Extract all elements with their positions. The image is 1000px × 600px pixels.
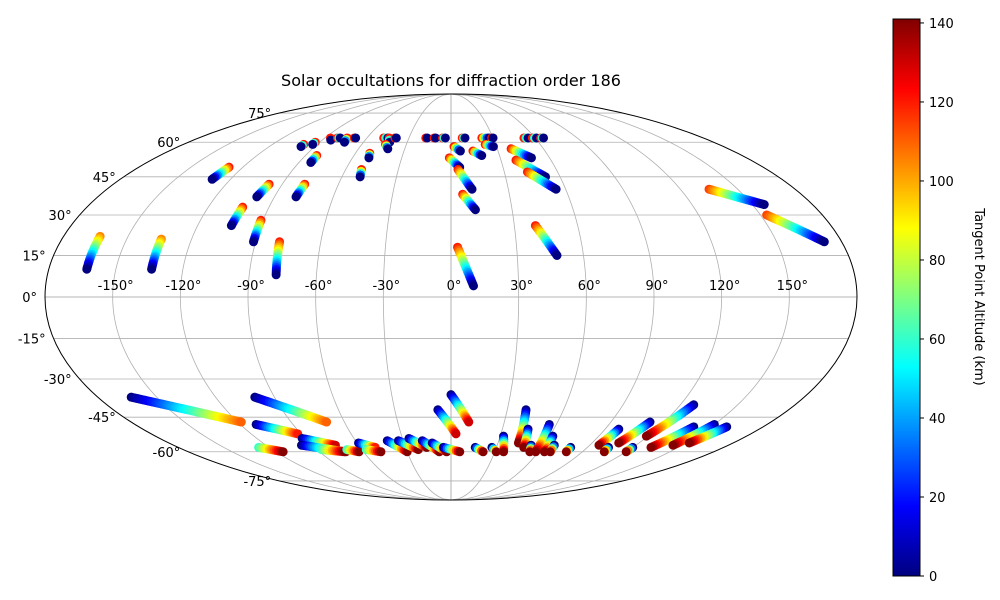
- occultation-point: [526, 153, 536, 163]
- occultation-point: [354, 447, 364, 457]
- colorbar-tick-label: 60: [929, 333, 946, 348]
- latitude-tick-label: -15°: [18, 333, 46, 348]
- occultation-point: [477, 151, 487, 161]
- occultation-point: [819, 237, 829, 247]
- occultation-point: [364, 153, 374, 163]
- occultation-point: [451, 429, 461, 439]
- occultation-point: [291, 192, 301, 202]
- occultation-point: [296, 142, 306, 152]
- occultation-point: [322, 417, 332, 427]
- occultation-point: [488, 133, 498, 143]
- occultation-point: [594, 440, 604, 450]
- occultation-point: [226, 221, 236, 231]
- latitude-tick-label: -75°: [243, 475, 271, 490]
- colorbar-tick-label: 40: [929, 412, 946, 427]
- occultation-point: [499, 447, 509, 457]
- colorbar-tick-label: 100: [929, 175, 954, 190]
- occultation-point: [207, 174, 217, 184]
- occultation-point: [376, 447, 386, 457]
- longitude-tick-label: 90°: [645, 279, 668, 294]
- latitude-tick-labels: -75° -60° -45° -30° -15° 0° 15° 30° 45° 60° 75°: [18, 107, 271, 490]
- occultation-point: [455, 447, 465, 457]
- occultation-point: [306, 157, 316, 167]
- occultation-point: [431, 133, 441, 143]
- occultation-point: [271, 270, 281, 280]
- longitude-tick-label: -60°: [305, 279, 333, 294]
- longitude-tick-label: 0°: [447, 279, 462, 294]
- occultation-point: [455, 146, 465, 156]
- occultation-point: [469, 281, 479, 291]
- occultation-point: [440, 133, 450, 143]
- occultation-point: [248, 237, 258, 247]
- occultation-point: [599, 447, 609, 457]
- longitude-tick-label: -30°: [372, 279, 400, 294]
- colorbar-tick-label: 140: [929, 17, 954, 32]
- latitude-tick-label: -30°: [44, 373, 72, 388]
- longitude-tick-label: 60°: [578, 279, 601, 294]
- occultation-point: [491, 447, 501, 457]
- latitude-tick-label: 60°: [157, 136, 180, 151]
- occultation-point: [422, 133, 432, 143]
- colorbar-tick-label: 20: [929, 491, 946, 506]
- occultation-point: [355, 172, 365, 182]
- occultation-point: [531, 447, 541, 457]
- map-frame: [44, 93, 858, 501]
- occultation-point: [464, 417, 474, 427]
- occultation-point: [383, 144, 393, 154]
- occultation-point: [614, 438, 624, 448]
- latitude-tick-label: 45°: [93, 171, 116, 186]
- latitude-tick-label: 30°: [49, 209, 72, 224]
- latitude-tick-label: 0°: [22, 291, 37, 306]
- occultation-point: [470, 205, 480, 215]
- occultation-point: [545, 447, 555, 457]
- colorbar-ticks: 0 20 40 60 80 100 120 140: [920, 17, 954, 585]
- occultation-point: [646, 442, 656, 452]
- occultation-point: [82, 264, 92, 274]
- longitude-tick-labels: -150° -120° -90° -60° -30° 0° 30° 60° 90° 120° 150…: [98, 279, 808, 294]
- longitude-tick-label: -150°: [98, 279, 134, 294]
- occultation-point: [391, 133, 401, 143]
- data-points: [82, 133, 829, 457]
- occultation-point: [147, 264, 157, 274]
- occultation-point: [308, 139, 318, 149]
- occultation-point: [339, 137, 349, 147]
- occultation-point: [759, 200, 769, 210]
- occultation-point: [641, 431, 651, 441]
- occultation-point: [278, 447, 288, 457]
- occultation-point: [488, 142, 498, 152]
- colorbar-gradient: [892, 18, 921, 577]
- longitude-tick-label: -120°: [165, 279, 201, 294]
- latitude-tick-label: 75°: [248, 107, 271, 122]
- occultation-point: [551, 184, 561, 194]
- occultation-point: [684, 438, 694, 448]
- occultation-point: [351, 133, 361, 143]
- colorbar-tick-label: 120: [929, 96, 954, 111]
- colorbar-label: Tangent Point Altitude (km): [971, 207, 986, 385]
- colorbar: 0 20 40 60 80 100 120 140 Tangent Point Altitud…: [892, 17, 986, 585]
- occultation-point: [621, 447, 631, 457]
- longitude-tick-label: 150°: [777, 279, 808, 294]
- colorbar-tick-label: 80: [929, 254, 946, 269]
- occultation-point: [236, 417, 246, 427]
- occultation-point: [460, 133, 470, 143]
- chart-title: Solar occultations for diffraction order…: [281, 71, 621, 90]
- occultation-point: [478, 447, 488, 457]
- occultation-point: [539, 133, 549, 143]
- occultation-point: [561, 447, 571, 457]
- occultation-point: [552, 250, 562, 260]
- latitude-tick-label: -45°: [88, 411, 116, 426]
- colorbar-tick-label: 0: [929, 570, 937, 585]
- longitude-tick-label: 120°: [709, 279, 740, 294]
- longitude-tick-label: -90°: [237, 279, 265, 294]
- longitude-tick-label: 30°: [510, 279, 533, 294]
- latitude-tick-label: -60°: [153, 446, 181, 461]
- occultation-point: [252, 192, 262, 202]
- occultation-point: [467, 184, 477, 194]
- occultation-point: [668, 440, 678, 450]
- latitude-tick-label: 15°: [23, 249, 46, 264]
